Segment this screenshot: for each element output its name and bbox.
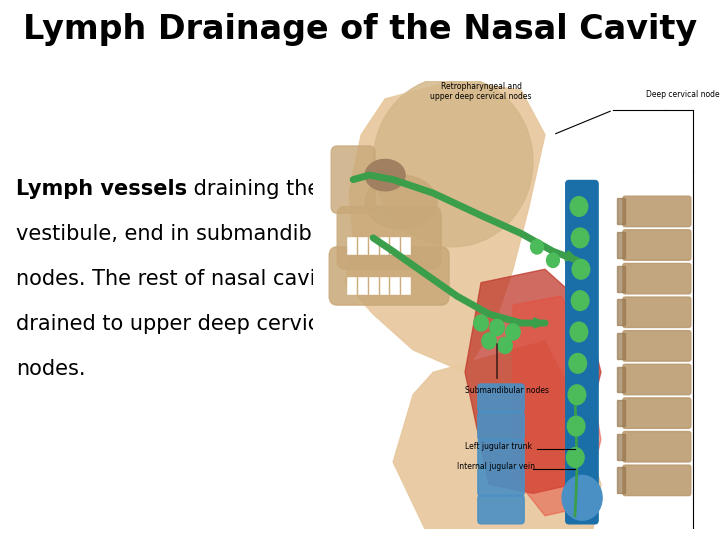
- Bar: [390, 277, 399, 294]
- Text: vestibule, end in submandibular: vestibule, end in submandibular: [16, 224, 352, 244]
- Circle shape: [572, 228, 589, 248]
- FancyBboxPatch shape: [623, 196, 690, 227]
- Circle shape: [568, 385, 586, 404]
- Text: Deep cervical nodes: Deep cervical nodes: [646, 90, 720, 99]
- Bar: [379, 277, 388, 294]
- Circle shape: [490, 320, 504, 335]
- Circle shape: [569, 354, 587, 373]
- Circle shape: [567, 416, 585, 436]
- FancyBboxPatch shape: [623, 398, 690, 428]
- Circle shape: [506, 324, 520, 340]
- Bar: [617, 198, 625, 225]
- Bar: [347, 237, 356, 254]
- FancyBboxPatch shape: [478, 495, 524, 524]
- Ellipse shape: [365, 159, 405, 191]
- Bar: [617, 299, 625, 325]
- Text: Lymph vessels: Lymph vessels: [16, 179, 187, 199]
- FancyBboxPatch shape: [623, 431, 690, 462]
- FancyBboxPatch shape: [623, 297, 690, 327]
- Ellipse shape: [373, 77, 533, 247]
- Circle shape: [570, 197, 588, 217]
- Text: Lymph Drainage of the Nasal Cavity: Lymph Drainage of the Nasal Cavity: [23, 12, 697, 46]
- FancyBboxPatch shape: [478, 384, 524, 413]
- FancyBboxPatch shape: [337, 206, 441, 269]
- FancyBboxPatch shape: [623, 364, 690, 395]
- Circle shape: [572, 259, 590, 279]
- Ellipse shape: [562, 475, 602, 520]
- Bar: [379, 237, 388, 254]
- Circle shape: [531, 240, 544, 254]
- Bar: [617, 434, 625, 460]
- FancyBboxPatch shape: [331, 146, 375, 213]
- Circle shape: [482, 333, 496, 349]
- Bar: [358, 277, 366, 294]
- Bar: [617, 333, 625, 359]
- Bar: [617, 232, 625, 258]
- FancyBboxPatch shape: [623, 264, 690, 294]
- FancyBboxPatch shape: [623, 465, 690, 496]
- Ellipse shape: [365, 175, 437, 229]
- FancyBboxPatch shape: [329, 247, 449, 305]
- Bar: [401, 237, 410, 254]
- Bar: [369, 277, 377, 294]
- Bar: [617, 367, 625, 393]
- Polygon shape: [465, 269, 601, 494]
- Bar: [358, 237, 366, 254]
- Text: Left jugular trunk: Left jugular trunk: [465, 442, 532, 451]
- Circle shape: [546, 253, 559, 267]
- Circle shape: [572, 291, 589, 310]
- Circle shape: [570, 322, 588, 342]
- Text: Submandibular nodes: Submandibular nodes: [465, 386, 549, 395]
- Bar: [617, 266, 625, 292]
- FancyBboxPatch shape: [623, 330, 690, 361]
- Bar: [617, 400, 625, 426]
- Bar: [390, 237, 399, 254]
- Bar: [401, 277, 410, 294]
- Text: Retropharyngeal and
upper deep cervical nodes: Retropharyngeal and upper deep cervical …: [431, 82, 532, 101]
- Text: nodes.: nodes.: [16, 360, 86, 380]
- Bar: [347, 277, 356, 294]
- Circle shape: [474, 315, 488, 331]
- Circle shape: [498, 338, 512, 354]
- Bar: [369, 237, 377, 254]
- Bar: [617, 467, 625, 494]
- Polygon shape: [513, 296, 601, 516]
- FancyBboxPatch shape: [623, 230, 690, 260]
- FancyBboxPatch shape: [566, 180, 598, 524]
- Text: drained to upper deep cervical: drained to upper deep cervical: [16, 314, 338, 334]
- Polygon shape: [345, 81, 545, 373]
- Text: nodes. The rest of nasal cavity is: nodes. The rest of nasal cavity is: [16, 269, 359, 289]
- Circle shape: [567, 448, 584, 467]
- FancyBboxPatch shape: [478, 412, 524, 441]
- FancyBboxPatch shape: [478, 467, 524, 496]
- Text: Internal jugular vein: Internal jugular vein: [457, 462, 535, 471]
- FancyBboxPatch shape: [478, 440, 524, 468]
- Polygon shape: [393, 341, 601, 529]
- Text: draining the: draining the: [187, 179, 320, 199]
